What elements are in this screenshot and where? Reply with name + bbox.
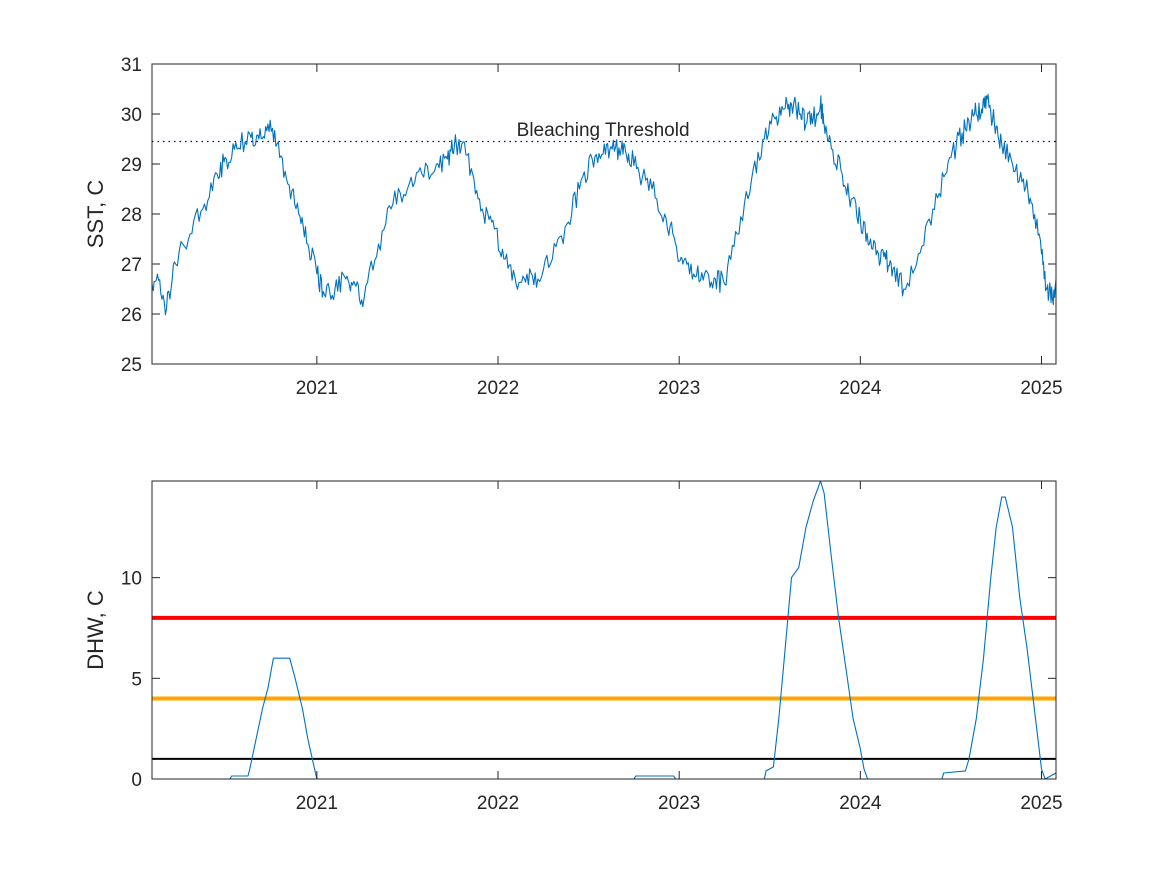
sst-y-tick-label: 27 [121, 255, 142, 276]
sst-y-tick-label: 29 [121, 155, 142, 176]
sst-y-ticks: 25 26 27 28 29 30 31 [121, 55, 1056, 376]
dhw-y-tick-label: 10 [121, 569, 142, 590]
sst-x-tick-label: 2021 [296, 378, 338, 399]
sst-y-tick-label: 25 [121, 355, 142, 376]
dhw-x-tick-label: 2022 [477, 793, 519, 814]
sst-series-line [152, 93, 1056, 316]
dhw-plot-area [152, 481, 1056, 779]
sst-x-tick-label: 2025 [1020, 378, 1062, 399]
dhw-axes-box [151, 480, 1057, 780]
dhw-series-line [152, 481, 1056, 779]
dhw-y-tick-label: 5 [131, 669, 142, 690]
sst-x-tick-label: 2023 [658, 378, 700, 399]
dhw-y-axis-label: DHW, C [83, 590, 108, 670]
sst-y-tick-label: 26 [121, 305, 142, 326]
dhw-plot-content [152, 481, 1056, 779]
bleaching-threshold-annotation: Bleaching Threshold [517, 120, 690, 141]
sst-y-tick-label: 31 [121, 55, 142, 76]
sst-x-ticks: 2021 2022 2023 2024 2025 [296, 64, 1063, 399]
sst-y-axis-label: SST, C [83, 180, 108, 249]
sst-plot-content: Bleaching Threshold [152, 93, 1056, 316]
dhw-x-tick-label: 2021 [296, 793, 338, 814]
sst-y-tick-label: 30 [121, 105, 142, 126]
dhw-panel: 0 5 10 2021 2022 2023 2024 2025 DHW, C [83, 480, 1063, 814]
sst-x-tick-label: 2024 [839, 378, 882, 399]
dhw-x-tick-label: 2023 [658, 793, 700, 814]
sst-x-tick-label: 2022 [477, 378, 519, 399]
dhw-x-ticks: 2021 2022 2023 2024 2025 [296, 481, 1063, 814]
sst-y-tick-label: 28 [121, 205, 142, 226]
dhw-y-ticks: 0 5 10 [121, 569, 1056, 791]
dhw-x-tick-label: 2025 [1020, 793, 1062, 814]
dhw-x-tick-label: 2024 [839, 793, 882, 814]
sst-plot-area [152, 64, 1056, 364]
dhw-y-tick-label: 0 [131, 770, 142, 791]
